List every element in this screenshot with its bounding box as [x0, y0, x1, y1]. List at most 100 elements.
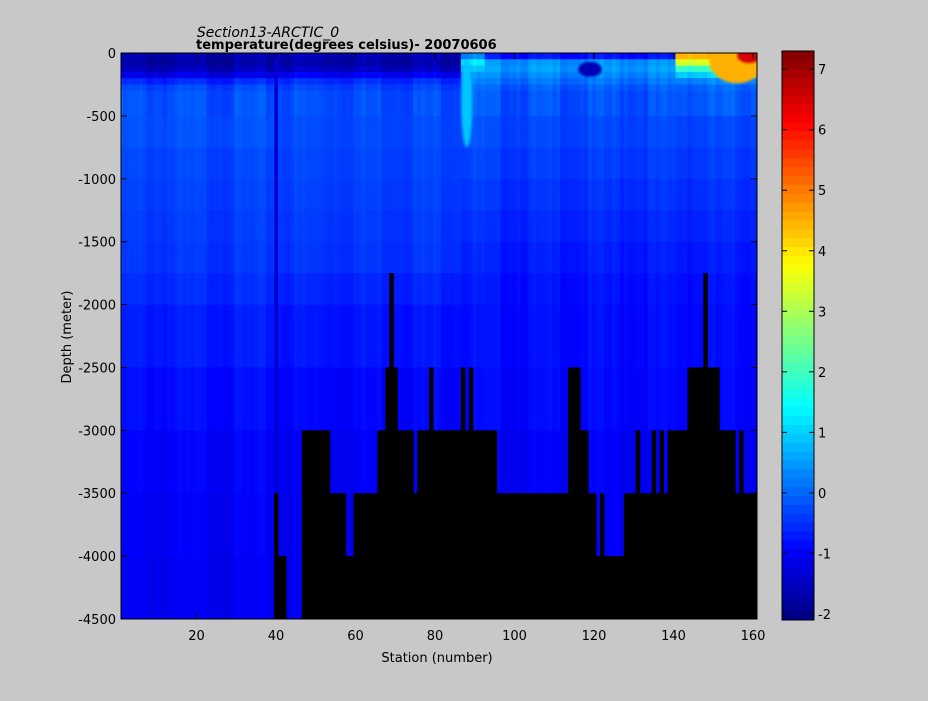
heat-cell [429, 273, 434, 306]
heat-cell [603, 65, 609, 73]
heat-cell [508, 430, 514, 494]
colorbar-band [782, 495, 814, 505]
heat-cell [596, 71, 601, 79]
heat-cell [504, 210, 510, 243]
heat-cell [397, 59, 402, 67]
heat-cell [297, 53, 303, 60]
heat-cell [393, 178, 398, 211]
colorbar-band [782, 388, 814, 399]
heat-cell [663, 78, 669, 86]
heat-cell [154, 493, 160, 557]
heat-cell [146, 115, 152, 148]
heat-cell [333, 71, 339, 79]
heat-cell [329, 273, 335, 306]
heat-cell [699, 273, 704, 306]
heat-cell [456, 84, 462, 92]
heat-cell [556, 304, 561, 369]
heat-cell [381, 210, 386, 243]
heat-cell [373, 430, 378, 494]
heat-cell [154, 84, 160, 92]
colorbar-tick-label: 1 [818, 426, 826, 441]
heat-cell [365, 78, 371, 86]
heat-cell [270, 59, 275, 67]
heat-cell [301, 115, 307, 148]
heat-cell [512, 90, 518, 117]
heat-cell [150, 147, 156, 180]
heat-cell [353, 59, 359, 67]
colorbar-band [782, 557, 814, 568]
heat-cell [599, 241, 605, 274]
heat-cell [317, 115, 323, 148]
heat-cell [524, 273, 530, 306]
heat-cell [377, 367, 382, 431]
heat-cell [389, 78, 394, 86]
heat-cell [564, 178, 569, 211]
heat-cell [329, 147, 335, 180]
heat-cell [480, 210, 486, 243]
heat-cell [134, 556, 140, 619]
heat-cell [599, 71, 605, 79]
heat-cell [425, 210, 430, 243]
heat-cell [206, 241, 212, 274]
heat-cell [357, 115, 363, 148]
heat-cell [254, 65, 259, 73]
heat-cell [270, 90, 275, 117]
heat-cell [552, 210, 557, 243]
heat-cell [353, 84, 359, 92]
heat-cell [122, 241, 128, 274]
heat-cell [254, 84, 259, 92]
heat-cell [663, 304, 669, 369]
heat-cell [186, 147, 192, 180]
seafloor-block [596, 556, 601, 619]
heat-cell [727, 273, 732, 306]
heat-cell [421, 147, 426, 180]
heat-cell [556, 53, 561, 60]
heat-cell [448, 65, 454, 73]
heat-cell [238, 241, 243, 274]
heat-cell [464, 147, 470, 180]
heat-cell [178, 78, 184, 86]
heat-cell [496, 241, 502, 274]
y-tick-label: 0 [108, 47, 116, 62]
heat-cell [468, 147, 474, 180]
heat-cell [492, 241, 498, 274]
seafloor-block [735, 493, 740, 619]
heat-cell [548, 53, 553, 60]
heat-cell [679, 53, 685, 60]
heat-cell [639, 71, 645, 79]
heat-cell [126, 273, 132, 306]
heat-cell [337, 115, 343, 148]
heat-cell [512, 147, 518, 180]
heat-cell [130, 430, 136, 494]
heat-cell [663, 367, 669, 431]
heat-cell [647, 273, 653, 306]
heat-cell [333, 178, 339, 211]
heat-cell [433, 210, 438, 243]
heat-cell [568, 304, 573, 369]
heat-cell [397, 304, 402, 369]
heat-cell [134, 59, 140, 67]
heat-cell [281, 367, 287, 431]
heat-cell [607, 430, 613, 494]
seafloor-block [739, 430, 744, 619]
heat-cell [755, 273, 757, 306]
heat-cell [496, 367, 502, 431]
heat-cell [281, 90, 287, 117]
heat-cell [210, 273, 216, 306]
heat-cell [500, 178, 506, 211]
heat-cell [751, 273, 756, 306]
heat-cell [623, 210, 629, 243]
heat-cell [393, 90, 398, 117]
heat-cell [468, 273, 474, 306]
heat-cell [528, 84, 534, 92]
heat-cell [126, 115, 132, 148]
heat-cell [699, 304, 704, 369]
heat-cell [456, 59, 462, 67]
heat-cell [417, 115, 422, 148]
heat-cell [301, 241, 307, 274]
heat-cell [325, 84, 331, 92]
heat-cell [373, 273, 378, 306]
heat-cell [186, 273, 192, 306]
heat-cell [234, 78, 239, 86]
heat-cell [675, 178, 681, 211]
